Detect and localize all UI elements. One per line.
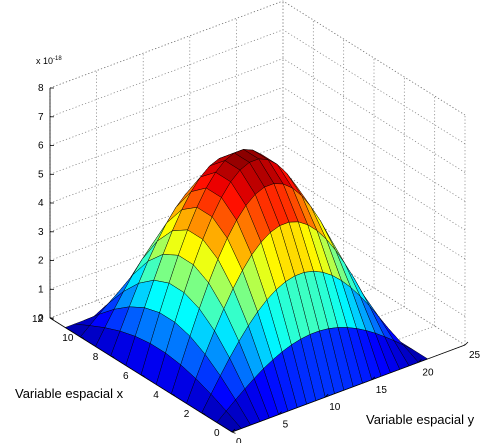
y-tick-label: 20	[422, 367, 434, 378]
y-tick-label: 10	[329, 402, 341, 413]
grid-line	[49, 115, 284, 204]
y-tick	[324, 393, 329, 398]
z-exponent-label: x 10-18	[36, 56, 62, 66]
grid-line	[282, 0, 466, 116]
x-tick-label: 12	[32, 314, 44, 325]
y-tick-label: 0	[236, 437, 242, 443]
box-edge	[49, 0, 284, 89]
z-tick-label: 8	[38, 83, 44, 94]
y-axis-line	[231, 344, 466, 433]
x-tick	[110, 355, 115, 358]
y-tick	[371, 376, 376, 381]
x-tick	[231, 431, 236, 434]
grid-line	[49, 58, 284, 146]
surface-mesh	[64, 149, 428, 433]
x-tick-label: 6	[123, 371, 129, 382]
y-tick	[278, 411, 282, 415]
z-tick-label: 5	[38, 169, 44, 180]
x-tick	[49, 317, 54, 320]
x-tick-label: 4	[153, 390, 159, 401]
x-tick	[140, 374, 145, 377]
z-tick-label: 1	[38, 284, 44, 295]
y-tick-label: 15	[376, 385, 388, 396]
grid-line	[49, 86, 284, 175]
x-tick	[171, 393, 175, 396]
y-tick	[231, 428, 236, 433]
x-tick	[201, 412, 206, 415]
x-tick	[80, 336, 84, 339]
y-tick-label: 5	[283, 420, 289, 431]
x-tick-label: 0	[214, 428, 220, 439]
y-axis-label: Variable espacial y	[366, 412, 475, 427]
z-tick-label: 3	[38, 227, 44, 238]
box-edge	[282, 0, 466, 116]
grid-line	[49, 144, 284, 233]
y-tick-label: 25	[469, 350, 481, 361]
grid-line	[49, 29, 284, 118]
y-tick	[464, 341, 469, 346]
grid-line	[49, 230, 284, 319]
z-tick-label: 4	[38, 198, 44, 209]
y-tick	[418, 359, 422, 363]
x-tick-label: 2	[184, 409, 190, 420]
x-tick-label: 8	[93, 352, 99, 363]
x-tick-label: 10	[62, 333, 74, 344]
x-axis-label: Variable espacial x	[15, 386, 124, 401]
z-tick-label: 0	[38, 313, 44, 324]
grid-line	[49, 173, 284, 261]
grid-line	[49, 201, 284, 290]
z-tick-label: 2	[38, 256, 44, 267]
z-tick-label: 7	[38, 112, 44, 123]
z-tick-label: 6	[38, 141, 44, 152]
